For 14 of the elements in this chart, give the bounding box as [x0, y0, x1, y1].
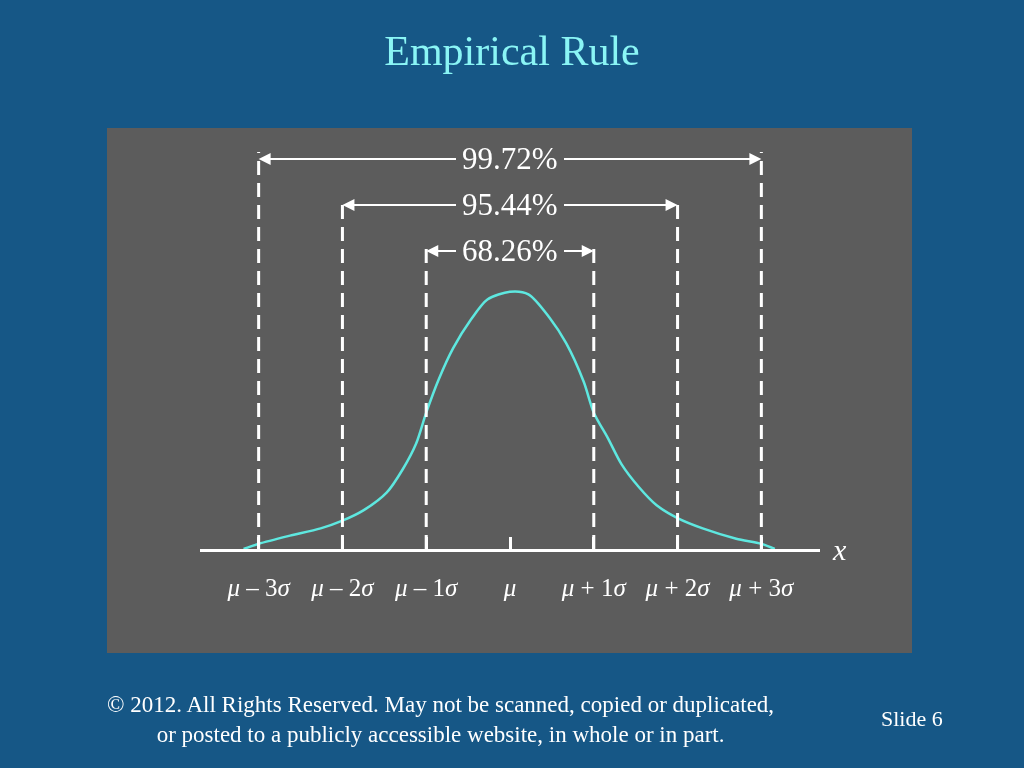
text: 99.72%	[462, 141, 558, 176]
text: 95.44%	[462, 187, 558, 222]
x-tick-label: μ – 1σ	[394, 573, 460, 601]
text: 68.26%	[462, 233, 558, 268]
x-tick-label: μ + 2σ	[644, 573, 712, 601]
x-tick-label: μ – 3σ	[226, 573, 292, 601]
x-tick-label: μ	[502, 573, 517, 601]
chart-title: Empirical Rule	[384, 27, 640, 74]
x-tick-label: μ + 3σ	[728, 573, 796, 601]
x-tick-label: μ – 2σ	[310, 573, 376, 601]
text: © 2012. All Rights Reserved. May not be scanned, copied or duplicated, or posted to a publicly accessible website, in whole or in part.	[107, 692, 775, 747]
text: Slide 6	[881, 706, 943, 731]
x-tick-label: μ + 1σ	[560, 573, 628, 601]
x-axis-title: x	[832, 533, 847, 566]
